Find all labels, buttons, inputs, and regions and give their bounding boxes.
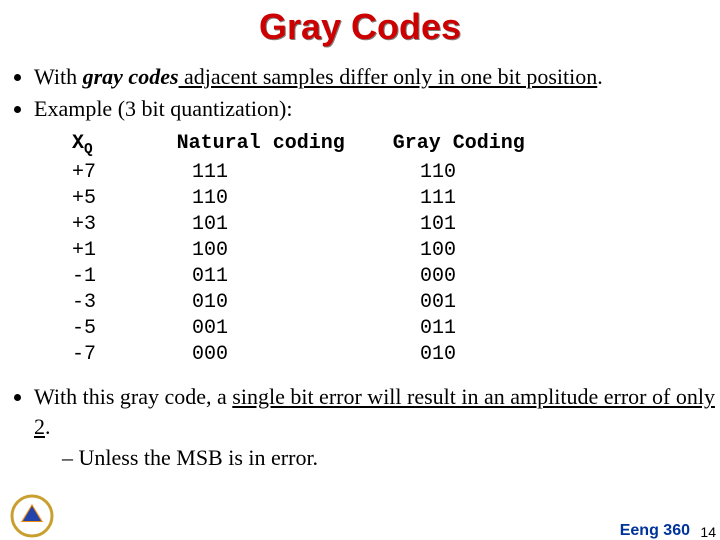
bottom-bullets: With this gray code, a single bit error … [0, 382, 720, 474]
footer-course: Eeng 360 [620, 522, 690, 540]
bullet-2: Example (3 bit quantization): [34, 94, 720, 124]
bullet-3: With this gray code, a single bit error … [34, 382, 720, 474]
bullet-1: With gray codes adjacent samples differ … [34, 62, 720, 92]
slide-title: Gray Codes [0, 6, 720, 48]
sub-bullet-1: Unless the MSB is in error. [62, 443, 720, 474]
code-table: XQ Natural coding Gray Coding+7 111 110+… [72, 131, 720, 368]
footer-page: 14 [700, 524, 716, 540]
university-logo-icon [10, 494, 54, 538]
top-bullets: With gray codes adjacent samples differ … [0, 62, 720, 123]
